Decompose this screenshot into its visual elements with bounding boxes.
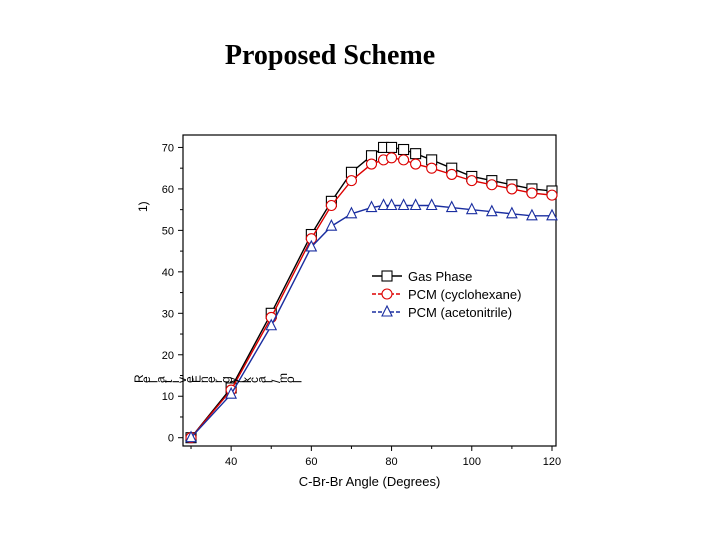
legend-label: Gas Phase: [408, 269, 472, 284]
y-label-fragment: /: [269, 379, 283, 383]
y-label-fragment: e: [204, 376, 218, 383]
y-label-fragment: l: [146, 380, 160, 383]
data-point: [377, 198, 390, 211]
y-label-fragment: i: [168, 380, 182, 383]
x-tick-label: 80: [385, 456, 397, 468]
data-point: [385, 198, 398, 211]
series-triangle: [185, 198, 558, 443]
chart-ticks: 40 60 80 100 120 0 10 20 30 40 50 60 70: [162, 142, 561, 468]
y-label-fragment: c: [247, 377, 261, 383]
y-label-fragment: (: [233, 379, 247, 383]
series-circle: [185, 152, 558, 444]
y-label-fragment: t: [161, 379, 175, 383]
data-point: [466, 175, 478, 187]
y-tick-label: 30: [162, 308, 174, 320]
data-point: [446, 168, 458, 180]
y-label-fragment: a: [254, 376, 268, 383]
y-label-fragment: k: [240, 376, 254, 383]
data-point: [365, 200, 378, 213]
data-point: [386, 152, 398, 164]
y-label-fragment: E: [190, 375, 204, 383]
data-point: [398, 154, 410, 166]
x-tick-label: 120: [543, 456, 561, 468]
data-point: [546, 208, 558, 221]
chart-legend: Gas Phase PCM (cyclohexane) PCM (acetonitr…: [372, 269, 521, 320]
legend-label: PCM (acetonitrile): [408, 305, 512, 320]
data-point: [425, 198, 438, 211]
data-point: [398, 143, 410, 156]
y-label-fragment: 1): [136, 201, 150, 212]
y-label-fragment: y: [226, 377, 240, 383]
legend-marker: [381, 304, 393, 317]
y-label-fragment: m: [276, 373, 290, 383]
y-tick-label: 60: [162, 184, 174, 196]
y-tick-label: 10: [162, 391, 174, 403]
chart-series: [185, 141, 558, 444]
data-point: [345, 175, 358, 187]
x-tick-label: 100: [463, 456, 481, 468]
y-tick-label: 40: [162, 267, 174, 279]
y-label-fragment: a: [154, 376, 168, 383]
data-point: [225, 386, 238, 399]
legend-marker: [381, 288, 393, 300]
y-tick-label: 0: [168, 433, 174, 445]
y-tick-label: 20: [162, 350, 174, 362]
x-tick-label: 40: [225, 456, 237, 468]
y-label-fragment: n: [197, 376, 211, 383]
y-label-fragment: l: [290, 380, 304, 383]
y-label-fragment: e: [139, 376, 153, 383]
data-point: [397, 198, 410, 211]
data-point: [325, 218, 338, 231]
slide-title: Proposed Scheme: [224, 40, 436, 71]
data-point: [465, 202, 478, 215]
y-tick-label: 70: [162, 142, 174, 154]
data-point: [410, 158, 422, 170]
data-point: [505, 206, 518, 219]
data-point: [365, 158, 378, 170]
series-line: [190, 204, 552, 439]
x-axis-label: C-Br-Br Angle (Degrees): [299, 474, 441, 489]
data-point: [445, 200, 458, 213]
data-point: [526, 208, 538, 221]
data-point: [486, 179, 498, 191]
y-tick-label: 50: [162, 225, 174, 237]
data-point: [506, 183, 518, 195]
data-point: [345, 206, 358, 219]
y-label-fragment: R: [132, 374, 146, 383]
data-point: [409, 198, 422, 211]
data-point: [386, 141, 398, 153]
y-label-fragment: l: [262, 380, 276, 383]
y-label-fragment: r: [211, 379, 225, 383]
chart-axes: [182, 134, 557, 447]
y-label-fragment: v: [175, 377, 189, 383]
data-point: [265, 318, 278, 331]
data-point: [426, 162, 438, 174]
x-tick-label: 60: [305, 456, 317, 468]
data-point: [305, 239, 318, 252]
plot-frame: [182, 134, 557, 447]
chart-labels: C-Br-Br Angle (Degrees)1)RelativeEnergy(…: [132, 201, 440, 489]
data-point: [325, 199, 337, 212]
y-label-fragment: o: [283, 376, 297, 383]
data-point: [410, 148, 422, 160]
data-point: [485, 204, 498, 217]
legend-marker: [381, 270, 393, 282]
data-point: [185, 430, 197, 443]
y-label-fragment: e: [182, 376, 196, 383]
data-point: [526, 187, 538, 199]
legend-label: PCM (cyclohexane): [408, 287, 521, 302]
data-point: [546, 189, 558, 201]
y-label-fragment: g: [218, 376, 232, 383]
